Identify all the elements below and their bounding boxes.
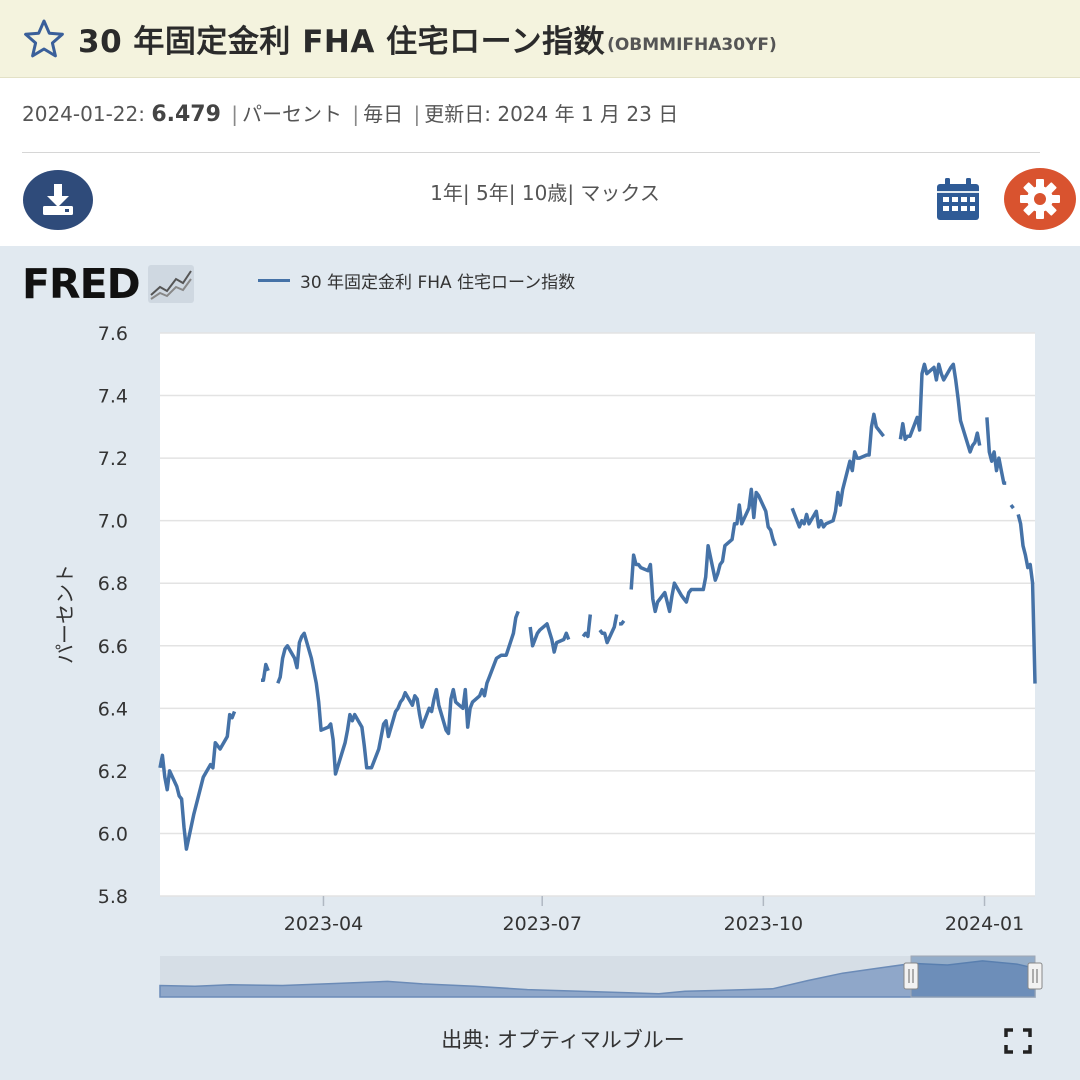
source-label: 出典: オプティマルブルー bbox=[441, 1028, 685, 1052]
series-line bbox=[985, 417, 1007, 485]
x-tick-label: 2023-07 bbox=[503, 913, 582, 935]
calendar-icon[interactable] bbox=[935, 178, 981, 222]
navigator-window bbox=[910, 955, 1036, 998]
fred-logo-text: FRED bbox=[22, 260, 141, 308]
range-selector: 1年| 5年| 10歳| マックス bbox=[430, 181, 660, 205]
series-line bbox=[1009, 503, 1015, 510]
settings-button[interactable] bbox=[1004, 168, 1076, 230]
y-tick-label: 6.4 bbox=[98, 698, 128, 720]
y-tick-label: 6.6 bbox=[98, 636, 128, 658]
fred-graph-icon bbox=[147, 265, 194, 303]
units-label: パーセント bbox=[242, 102, 343, 126]
gear-icon bbox=[1020, 179, 1060, 219]
series-line bbox=[790, 412, 885, 529]
y-tick-label: 6.0 bbox=[98, 823, 128, 845]
range-1y[interactable]: 1年 bbox=[430, 181, 463, 205]
x-tick-label: 2023-10 bbox=[724, 913, 803, 935]
fred-logo[interactable]: FRED bbox=[22, 260, 194, 308]
y-axis-label: パーセント bbox=[53, 564, 77, 664]
series-line bbox=[528, 622, 571, 654]
y-tick-label: 7.2 bbox=[98, 448, 128, 470]
download-button[interactable] bbox=[23, 170, 93, 230]
series-line bbox=[619, 619, 626, 626]
series-line bbox=[898, 362, 982, 454]
navigator-handle bbox=[903, 962, 919, 990]
observation-date: 2024-01-22: bbox=[22, 102, 145, 126]
series-line bbox=[261, 662, 270, 682]
legend-swatch bbox=[258, 279, 290, 282]
y-tick-label: 6.2 bbox=[98, 761, 128, 783]
range-10y[interactable]: 10歳 bbox=[521, 181, 568, 205]
series-line bbox=[581, 614, 593, 639]
y-tick-label: 6.8 bbox=[98, 573, 128, 595]
series-line bbox=[276, 610, 520, 776]
chart-toolbar: 1年| 5年| 10歳| マックス bbox=[0, 160, 1080, 244]
series-line bbox=[598, 614, 619, 645]
page-title: 30 年固定金利 FHA 住宅ローン指数 bbox=[78, 24, 606, 60]
title-bar: 30 年固定金利 FHA 住宅ローン指数 (OBMMIFHA30YF) bbox=[0, 0, 1080, 78]
divider bbox=[22, 152, 1040, 153]
navigator-area bbox=[159, 960, 1036, 998]
y-tick-label: 7.4 bbox=[98, 386, 128, 408]
star-outline-icon[interactable] bbox=[22, 17, 66, 61]
navigator-handle bbox=[1027, 962, 1043, 990]
y-tick-label: 7.0 bbox=[98, 511, 128, 533]
updated-label: 更新日: bbox=[424, 102, 491, 126]
series-line bbox=[1016, 513, 1037, 684]
range-max[interactable]: マックス bbox=[580, 181, 660, 205]
download-icon bbox=[43, 184, 73, 215]
legend-label: 30 年固定金利 FHA 住宅ローン指数 bbox=[300, 273, 576, 293]
observation-value: 6.479 bbox=[151, 102, 221, 127]
fullscreen-icon[interactable] bbox=[1004, 1028, 1032, 1054]
x-tick-label: 2024-01 bbox=[945, 913, 1024, 935]
y-tick-label: 7.6 bbox=[98, 323, 128, 345]
chart-plot: 5.8 6.0 6.2 6.4 6.6 6.8 7.0 7.2 7.4 7.6 2023-04 202… bbox=[53, 323, 1043, 998]
series-line bbox=[158, 710, 237, 851]
series-line bbox=[629, 487, 778, 614]
frequency-label: 毎日 bbox=[363, 102, 404, 126]
y-tick-label: 5.8 bbox=[98, 886, 128, 908]
x-tick-label: 2023-04 bbox=[284, 913, 363, 935]
series-code: (OBMMIFHA30YF) bbox=[607, 34, 777, 55]
series-meta: 2024-01-22: 6.479 | パーセント | 毎日 | 更新日: 2024 … bbox=[22, 102, 679, 127]
range-5y[interactable]: 5年 bbox=[476, 181, 509, 205]
updated-value: 2024 年 1 月 23 日 bbox=[497, 102, 679, 126]
chart-legend: 30 年固定金利 FHA 住宅ローン指数 bbox=[258, 268, 575, 293]
plot-area bbox=[160, 333, 1035, 896]
